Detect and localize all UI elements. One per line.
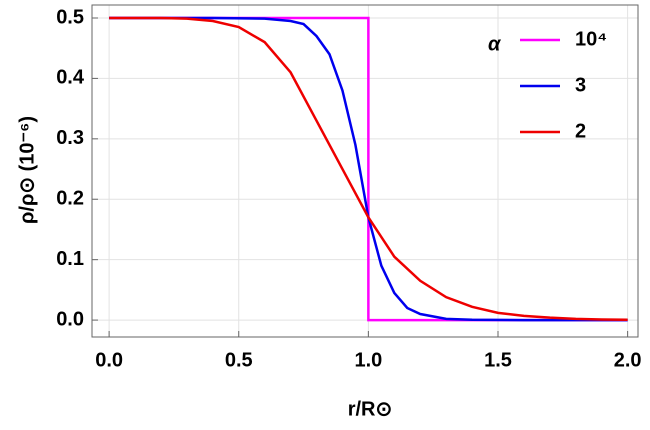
x-tick-label: 2.0 [614,349,642,371]
line [109,16,628,322]
y-axis-label: ρ/ρ⊙ (10⁻⁶) [16,116,38,224]
x-axis-label: r/R⊙ [348,398,393,420]
line [109,16,628,322]
y-tick-label: 0.5 [56,6,84,28]
legend-title: α [488,33,502,55]
y-tick-label: 0.3 [56,127,84,149]
legend-label: 10⁴ [575,28,607,50]
plot-frame [91,4,639,338]
legend-label: 2 [575,120,586,142]
y-tick-label: 0.2 [56,188,84,210]
legend-label: 3 [575,74,586,96]
x-tick-label: 0.5 [225,349,253,371]
x-tick-label: 1.0 [354,349,382,371]
y-tick-label: 0.0 [56,308,84,330]
y-tick-label: 0.4 [56,67,85,89]
y-tick-label: 0.1 [56,248,84,270]
x-tick-label: 0.0 [95,349,123,371]
line [109,16,628,322]
x-tick-label: 1.5 [484,349,512,371]
